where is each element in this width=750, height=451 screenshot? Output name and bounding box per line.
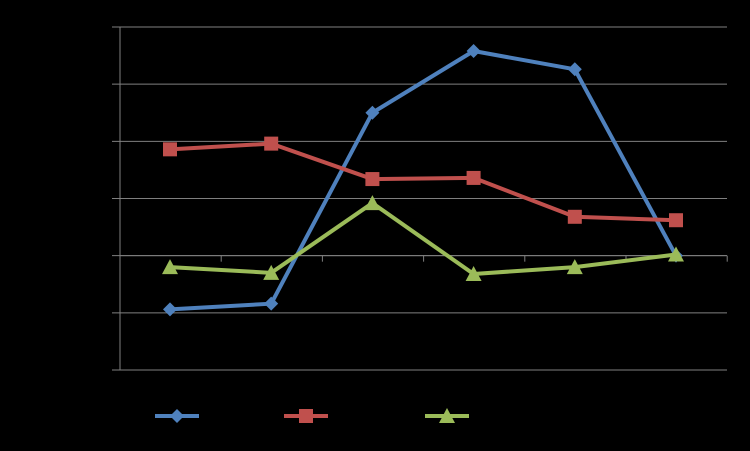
series-line <box>169 201 677 276</box>
legend <box>155 408 469 423</box>
legend-entry-2 <box>284 409 328 423</box>
data-point-square <box>669 213 683 228</box>
axes <box>119 27 728 370</box>
data-point-square <box>365 172 380 187</box>
data-point-triangle <box>263 264 280 280</box>
legend-marker-triangle <box>439 408 455 423</box>
series-2 <box>163 136 683 228</box>
data-point-diamond <box>365 105 380 120</box>
legend-entry-3 <box>425 408 469 423</box>
legend-marker-square <box>299 409 313 423</box>
legend-entry-1 <box>155 409 199 423</box>
gridlines <box>112 26 727 371</box>
series-line <box>169 49 678 312</box>
data-point-triangle <box>465 265 482 281</box>
data-point-triangle <box>162 259 178 275</box>
data-point-triangle <box>566 259 583 275</box>
data-point-triangle <box>668 246 684 262</box>
data-point-diamond <box>466 44 481 59</box>
data-point-diamond <box>567 62 582 77</box>
series-line <box>169 141 677 223</box>
series-3 <box>162 195 684 281</box>
data-point-square <box>163 142 177 157</box>
series-1 <box>163 44 683 317</box>
data-point-square <box>567 209 582 224</box>
data-point-diamond <box>264 296 279 311</box>
data-point-diamond <box>163 302 177 317</box>
data-point-square <box>264 136 279 151</box>
data-point-triangle <box>364 195 381 211</box>
data-point-square <box>466 170 481 185</box>
series-lines <box>162 44 684 317</box>
legend-marker-diamond <box>170 409 184 423</box>
